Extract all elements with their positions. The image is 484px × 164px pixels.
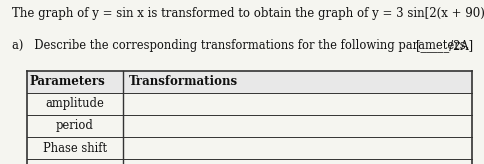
Text: The graph of y = sin x is transformed to obtain the graph of y = 3 sin[2(x + 90): The graph of y = sin x is transformed to… xyxy=(12,7,484,20)
Text: period: period xyxy=(56,119,94,132)
Text: amplitude: amplitude xyxy=(45,97,105,110)
Text: a)   Describe the corresponding transformations for the following parameters.: a) Describe the corresponding transforma… xyxy=(12,39,469,52)
Text: Phase shift: Phase shift xyxy=(43,142,107,154)
Text: Transformations: Transformations xyxy=(129,75,238,88)
Text: [_____/2A]: [_____/2A] xyxy=(416,39,473,52)
Text: Parameters: Parameters xyxy=(29,75,105,88)
FancyBboxPatch shape xyxy=(27,71,472,93)
